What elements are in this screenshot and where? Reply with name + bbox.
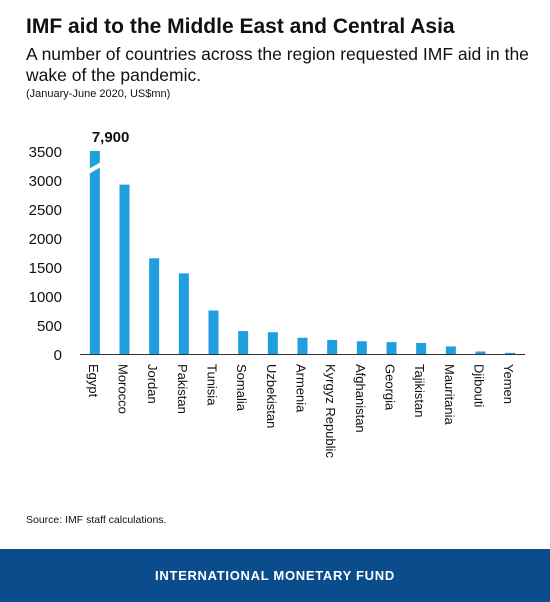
y-tick-label: 3000 <box>29 173 62 190</box>
y-tick-label: 2500 <box>29 202 62 219</box>
bar-chart: 0 500 1000 1500 2000 2500 3000 3500 Egypt Morocco… <box>29 129 525 458</box>
footer-banner: INTERNATIONAL MONETARY FUND <box>0 549 550 602</box>
bar-tunisia <box>208 310 219 354</box>
y-tick-label: 1500 <box>29 260 62 277</box>
bar-kyrgyz-republic <box>327 339 338 354</box>
bar-egypt <box>89 151 100 354</box>
data-label: 7,900 <box>92 129 130 146</box>
chart-title: IMF aid to the Middle East and Central A… <box>26 15 455 38</box>
footer-org-name: INTERNATIONAL MONETARY FUND <box>155 568 395 583</box>
x-tick-label: Egypt <box>86 364 101 398</box>
bar-morocco <box>119 184 130 354</box>
bar-afghanistan <box>356 341 367 354</box>
x-tick-label: Somalia <box>234 364 249 412</box>
x-tick-label: Djibouti <box>472 364 487 407</box>
x-tick-label: Jordan <box>145 364 160 404</box>
bar-pakistan <box>178 273 189 354</box>
x-tick-label: Tajikistan <box>412 364 427 417</box>
bar-tajikistan <box>416 342 427 354</box>
bar-armenia <box>297 337 308 354</box>
bar-djibouti <box>475 351 486 354</box>
x-tick-label: Tunisia <box>205 364 220 406</box>
x-tick-label: Afghanistan <box>353 364 368 433</box>
source-note: Source: IMF staff calculations. <box>26 514 167 526</box>
bar-jordan <box>149 258 160 354</box>
x-tick-label: Armenia <box>294 364 309 413</box>
bar-uzbekistan <box>267 332 278 354</box>
chart-subtitle: A number of countries across the region … <box>26 44 529 85</box>
axis-break-mark <box>88 162 101 174</box>
y-tick-label: 1000 <box>29 289 62 306</box>
x-tick-label: Yemen <box>501 364 516 404</box>
y-tick-label: 500 <box>37 318 62 335</box>
x-tick-label: Mauritania <box>442 364 457 425</box>
bar-mauritania <box>445 346 456 354</box>
bar-yemen <box>505 352 516 354</box>
bar-somalia <box>238 331 249 354</box>
x-tick-label: Uzbekistan <box>264 364 279 428</box>
x-tick-label: Georgia <box>383 364 398 411</box>
chart-units-note: (January-June 2020, US$mn) <box>26 88 171 100</box>
y-tick-label: 0 <box>54 347 62 364</box>
y-tick-label: 3500 <box>29 144 62 161</box>
x-tick-label: Pakistan <box>175 364 190 414</box>
bar-georgia <box>386 342 397 354</box>
x-tick-label: Kyrgyz Republic <box>323 364 338 458</box>
y-tick-label: 2000 <box>29 231 62 248</box>
x-tick-label: Morocco <box>116 364 131 414</box>
